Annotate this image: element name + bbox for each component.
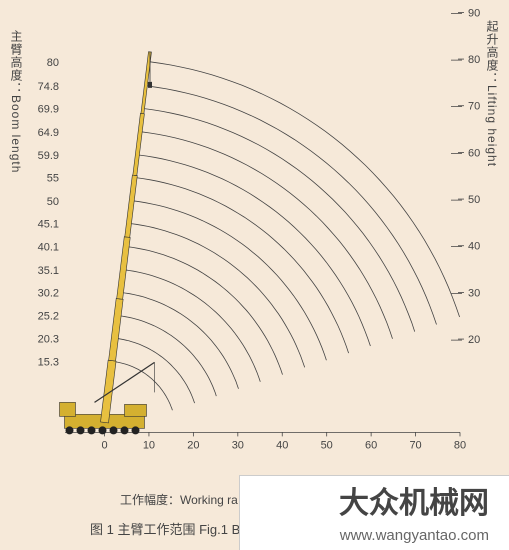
svg-text:30: 30 <box>468 287 480 299</box>
svg-text:20: 20 <box>187 439 199 451</box>
svg-text:—: — <box>451 147 462 159</box>
svg-text:—: — <box>451 241 462 253</box>
watermark-title: 大众机械网 <box>339 478 489 522</box>
svg-text:25.2: 25.2 <box>38 311 59 323</box>
svg-text:40: 40 <box>276 439 288 451</box>
svg-text:20: 20 <box>468 334 480 346</box>
svg-text:64.9: 64.9 <box>38 127 59 139</box>
svg-text:60: 60 <box>365 439 377 451</box>
svg-text:40: 40 <box>468 241 480 253</box>
svg-text:35.1: 35.1 <box>38 265 59 277</box>
svg-text:90: 90 <box>468 7 480 19</box>
svg-text:80: 80 <box>47 57 59 69</box>
svg-text:55: 55 <box>47 173 59 185</box>
svg-text:80: 80 <box>454 439 466 451</box>
svg-text:69.9: 69.9 <box>38 104 59 116</box>
svg-text:—: — <box>451 334 462 346</box>
svg-text:30: 30 <box>232 439 244 451</box>
svg-text:74.8: 74.8 <box>38 81 59 93</box>
svg-text:59.9: 59.9 <box>38 150 59 162</box>
x-axis-label: 工作幅度：Working ra <box>120 491 238 508</box>
svg-text:—: — <box>451 7 462 19</box>
svg-text:40.1: 40.1 <box>38 242 59 254</box>
watermark-url: www.wangyantao.com <box>340 527 489 544</box>
svg-text:20.3: 20.3 <box>38 333 59 345</box>
svg-text:50: 50 <box>47 196 59 208</box>
svg-text:50: 50 <box>321 439 333 451</box>
svg-text:45.1: 45.1 <box>38 219 59 231</box>
svg-text:—: — <box>451 287 462 299</box>
svg-text:—: — <box>451 54 462 66</box>
svg-text:70: 70 <box>409 439 421 451</box>
svg-text:70: 70 <box>468 101 480 113</box>
svg-text:80: 80 <box>468 54 480 66</box>
svg-text:30.2: 30.2 <box>38 288 59 300</box>
range-chart: 0 10 20 30 40 50 60 70 80 90 — 80 — 70 — 60 — 50 — 40 — 30 — 20… <box>0 0 509 550</box>
svg-text:—: — <box>451 194 462 206</box>
svg-text:15.3: 15.3 <box>38 357 59 369</box>
svg-text:50: 50 <box>468 194 480 206</box>
svg-text:—: — <box>451 101 462 113</box>
svg-text:0: 0 <box>101 439 107 451</box>
svg-text:10: 10 <box>143 439 155 451</box>
svg-text:60: 60 <box>468 147 480 159</box>
